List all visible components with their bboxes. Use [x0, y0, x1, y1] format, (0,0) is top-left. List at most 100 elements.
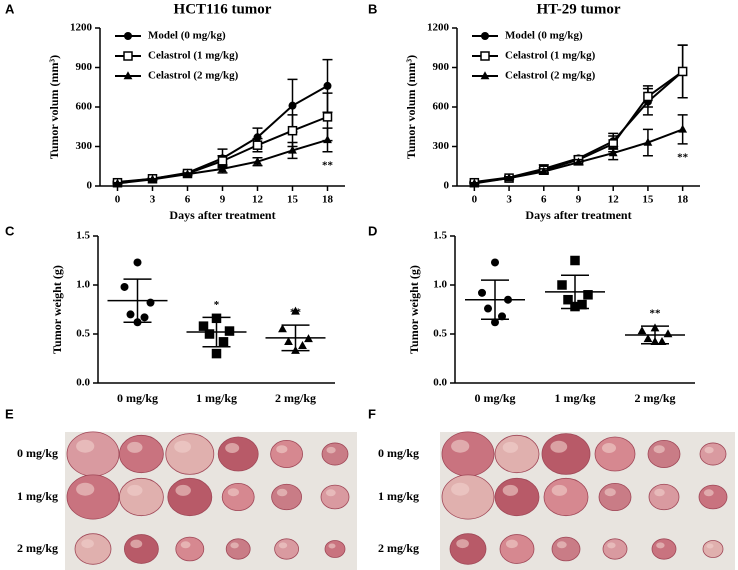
- tumor-highlight: [76, 439, 95, 453]
- marker: [480, 71, 490, 80]
- tumor-highlight: [326, 446, 336, 454]
- marker: [252, 140, 263, 150]
- x-tick-label: 1 mg/kg: [554, 391, 595, 405]
- marker: [211, 348, 222, 359]
- marker: [657, 337, 667, 346]
- tumor-highlight: [278, 542, 288, 549]
- error-bar: [561, 274, 589, 310]
- y-tick-label: 0.5: [433, 328, 447, 340]
- marker: [481, 32, 489, 40]
- x-tick-label: 12: [252, 194, 264, 206]
- tumor: [321, 442, 349, 466]
- tumor-highlight: [230, 542, 239, 549]
- tumor: [494, 477, 540, 517]
- chart-title: HT-29 tumor: [536, 1, 620, 17]
- marker: [643, 334, 653, 343]
- tumor-highlight: [180, 541, 191, 549]
- tumor-highlight: [130, 539, 143, 549]
- x-axis-label: Days after treatment: [525, 208, 631, 222]
- tumor-highlight: [325, 489, 336, 497]
- x-tick-label: 18: [677, 194, 689, 206]
- tumor: [543, 477, 589, 517]
- x-tick-label: 2 mg/kg: [634, 391, 675, 405]
- x-tick-label: 18: [322, 194, 334, 206]
- marker: [288, 101, 297, 110]
- tumor: [165, 433, 215, 475]
- x-tick-label: 9: [220, 194, 226, 206]
- tumor-highlight: [706, 543, 714, 549]
- tumor-highlight: [174, 440, 192, 453]
- marker: [478, 288, 486, 297]
- marker: [570, 255, 580, 266]
- marker: [253, 156, 262, 165]
- marker: [217, 156, 228, 166]
- marker: [323, 81, 332, 90]
- error-bar: [123, 278, 152, 323]
- tumor: [274, 538, 300, 560]
- chart-title: HCT116 tumor: [174, 1, 272, 17]
- marker: [677, 66, 688, 77]
- tumor-highlight: [227, 488, 239, 497]
- marker: [322, 112, 333, 122]
- marker: [291, 306, 300, 315]
- marker: [123, 71, 133, 80]
- tumor-highlight: [276, 488, 288, 497]
- marker: [224, 326, 235, 336]
- y-tick-label: 600: [433, 101, 450, 113]
- marker: [480, 51, 490, 61]
- y-axis-label: Tumor volum (mm³): [404, 55, 418, 159]
- y-tick-label: 1.0: [76, 279, 90, 291]
- panel-label: D: [368, 223, 377, 238]
- error-bar: [281, 324, 310, 352]
- tumor: [441, 431, 495, 477]
- tumor-highlight: [276, 445, 288, 454]
- tumor: [225, 538, 251, 560]
- tumor: [74, 533, 112, 565]
- marker: [183, 169, 192, 178]
- y-tick-label: 300: [433, 140, 450, 152]
- marker: [204, 329, 215, 339]
- x-tick-label: 3: [506, 194, 512, 206]
- legend-label: Model (0 mg/kg): [505, 30, 583, 42]
- x-tick-label: 6: [185, 194, 191, 206]
- marker: [643, 137, 653, 146]
- tumor: [270, 439, 304, 468]
- error-bar: [641, 325, 669, 345]
- marker: [498, 312, 506, 321]
- marker: [278, 324, 287, 333]
- tumor-highlight: [604, 488, 616, 497]
- marker: [287, 125, 298, 136]
- x-tick-label: 0: [472, 194, 478, 206]
- marker: [288, 145, 297, 154]
- error-bar: [202, 316, 231, 348]
- tumor: [594, 436, 636, 472]
- tumor-highlight: [505, 539, 518, 549]
- legend-label: Celastrol (2 mg/kg): [505, 70, 596, 82]
- x-tick-label: 15: [642, 194, 654, 206]
- y-tick-label: 1.5: [76, 230, 90, 242]
- marker: [539, 166, 549, 175]
- tumor: [320, 484, 350, 510]
- panel-label: B: [368, 1, 377, 16]
- tumor-highlight: [607, 542, 616, 549]
- x-tick-label: 15: [287, 194, 299, 206]
- y-tick-label: 600: [76, 101, 93, 113]
- x-tick-label: 0 mg/kg: [117, 391, 158, 405]
- tumor: [648, 483, 680, 511]
- y-tick-label: 1200: [427, 22, 450, 34]
- x-tick-label: 2 mg/kg: [275, 391, 316, 405]
- x-tick-label: 6: [541, 194, 547, 206]
- tumor: [698, 484, 728, 510]
- tumor: [66, 431, 120, 477]
- marker: [491, 258, 499, 267]
- tumor: [499, 534, 535, 564]
- tumor: [441, 474, 495, 520]
- marker: [198, 321, 209, 331]
- tumor: [651, 538, 677, 560]
- marker: [678, 124, 688, 133]
- tumor: [494, 434, 540, 474]
- row-label: 2 mg/kg: [378, 541, 419, 555]
- tumor: [598, 482, 632, 511]
- x-tick-label: 0: [115, 194, 121, 206]
